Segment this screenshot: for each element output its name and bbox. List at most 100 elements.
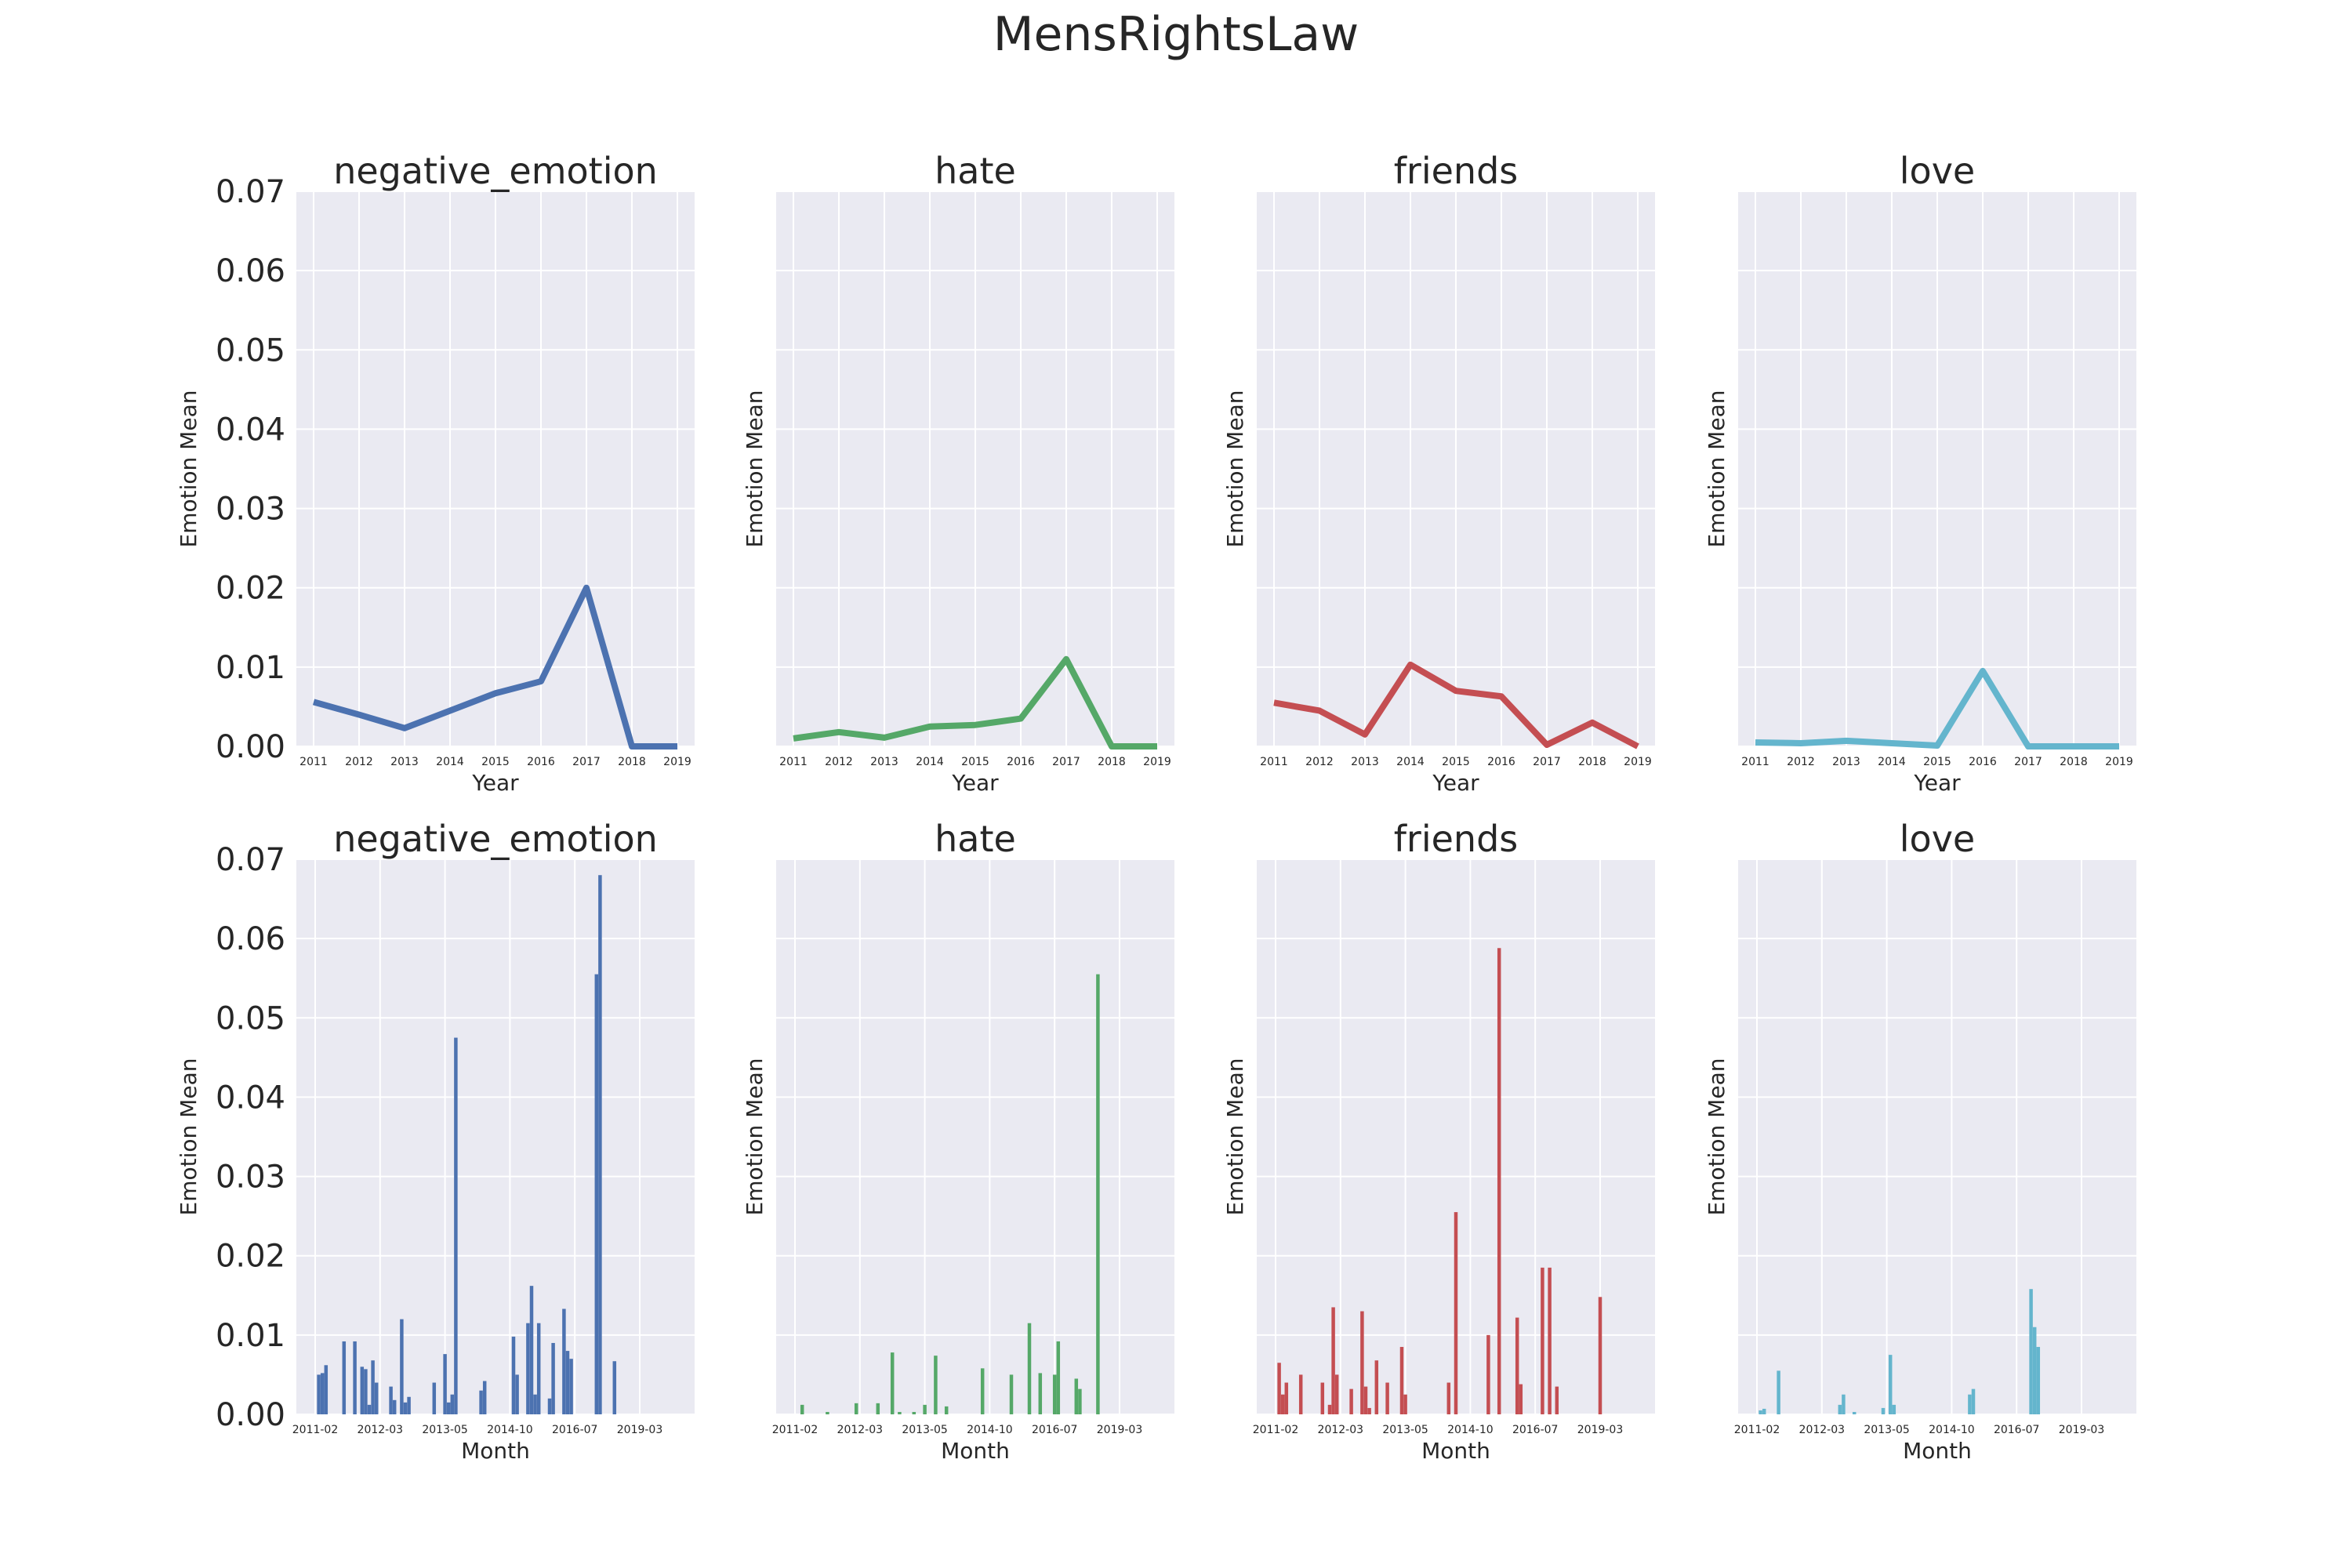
bar [2032,1327,2037,1414]
bar [800,1404,804,1414]
bar [529,1286,534,1414]
x-tick-label: 2019 [2105,756,2133,768]
bar [1968,1394,1972,1414]
bar [1888,1355,1893,1414]
bar [1056,1341,1061,1414]
x-axis-label: Month [1903,1438,1972,1464]
bar [1360,1311,1364,1414]
x-tick-label: 2012-03 [1799,1424,1846,1436]
x-tick-label: 2014-10 [487,1424,533,1436]
x-tick-label: 2015 [1442,756,1470,768]
panel-title: love [1900,818,1975,860]
x-tick-label: 2013-05 [902,1424,948,1436]
x-tick-label: 2013 [870,756,898,768]
x-tick-label: 2016 [1487,756,1515,768]
bar [367,1404,372,1414]
bar [2036,1347,2041,1414]
bar [1515,1317,1519,1414]
panel-title: love [1900,150,1975,192]
bar [374,1382,379,1414]
x-tick-label: 2011 [299,756,328,768]
x-tick-label: 2019-03 [617,1424,663,1436]
bar [980,1368,985,1414]
bar [324,1365,328,1414]
bar [1486,1334,1490,1414]
x-tick-label: 2016 [1969,756,1997,768]
bar [923,1404,927,1414]
panel-title: negative_emotion [333,818,658,860]
y-tick-label: 0.03 [216,1160,285,1196]
bar [342,1341,347,1414]
bar [482,1381,487,1414]
bar [912,1411,916,1414]
bar [612,1361,617,1414]
x-tick-label: 2015 [1923,756,1951,768]
x-tick-label: 2014 [1878,756,1906,768]
bar [1497,948,1501,1414]
x-axis-label: Year [1913,770,1961,796]
bar [1403,1394,1407,1414]
x-axis-label: Year [471,770,519,796]
x-tick-label: 2019-03 [1097,1424,1143,1436]
plot-area [296,859,695,1414]
y-axis-label: Emotion Mean [742,390,768,548]
x-tick-label: 2014-10 [1447,1424,1494,1436]
x-tick-label: 2012 [345,756,373,768]
x-tick-label: 2016-07 [552,1424,598,1436]
x-axis-label: Year [951,770,999,796]
bar [1320,1382,1325,1414]
x-axis-label: Month [461,1438,530,1464]
x-tick-label: 2012-03 [837,1424,884,1436]
x-tick-label: 2019-03 [1577,1424,1624,1436]
y-tick-label: 0.03 [216,492,285,528]
bar [1555,1386,1559,1414]
bar [1009,1374,1014,1414]
bar [1074,1378,1079,1414]
x-tick-label: 2012-03 [358,1424,404,1436]
y-tick-label: 0.00 [216,1397,285,1433]
x-tick-label: 2016-07 [1994,1424,2040,1436]
bar [1971,1388,1976,1414]
bar [2029,1289,2033,1414]
x-tick-label: 2013 [1832,756,1860,768]
bar [1374,1360,1379,1414]
x-tick-label: 2011-02 [1253,1424,1299,1436]
bar [1027,1323,1032,1414]
bar [569,1359,573,1414]
y-axis-label: Emotion Mean [1222,1058,1248,1216]
bar [551,1342,555,1414]
panel-title: hate [935,818,1016,860]
bar [432,1382,437,1414]
x-tick-label: 2016 [527,756,555,768]
panel-title: hate [935,150,1016,192]
chart-panel-monthly-friends: 2011-02 2012-03 2013-05 2014-10 2016-07 2019-… [1222,818,1655,1464]
y-tick-label: 0.05 [216,332,285,368]
chart-panel-yearly-negative-emotion: 0.00 0.01 0.02 0.03 0.04 0.05 0.06 0.07 2011 2012… [176,150,695,796]
bar [479,1390,483,1414]
x-tick-label: 2018 [1098,756,1126,768]
bar [1541,1267,1544,1414]
bar [565,1351,570,1414]
bar [1298,1374,1303,1414]
bar [1881,1407,1886,1414]
x-tick-label: 2016 [1007,756,1035,768]
panel-title: friends [1394,818,1519,860]
bar [1052,1374,1057,1414]
panel-title: negative_emotion [333,150,658,192]
y-tick-label: 0.05 [216,1000,285,1036]
y-axis-label: Emotion Mean [1222,390,1248,548]
plot-area [776,859,1174,1414]
bar [1598,1297,1602,1414]
chart-panel-monthly-negative-emotion: 0.00 0.01 0.02 0.03 0.04 0.05 0.06 0.07 2011-02 2… [176,818,695,1464]
y-axis-label: Emotion Mean [176,1058,201,1216]
x-tick-label: 2019-03 [2059,1424,2105,1436]
x-axis-label: Year [1432,770,1479,796]
bar [515,1374,519,1414]
bar [1331,1307,1335,1414]
bar [320,1373,325,1414]
x-tick-label: 2017 [1533,756,1561,768]
x-axis-label: Month [1421,1438,1490,1464]
y-axis-label: Emotion Mean [1704,1058,1730,1216]
bar [854,1403,858,1414]
x-tick-label: 2017 [1052,756,1080,768]
